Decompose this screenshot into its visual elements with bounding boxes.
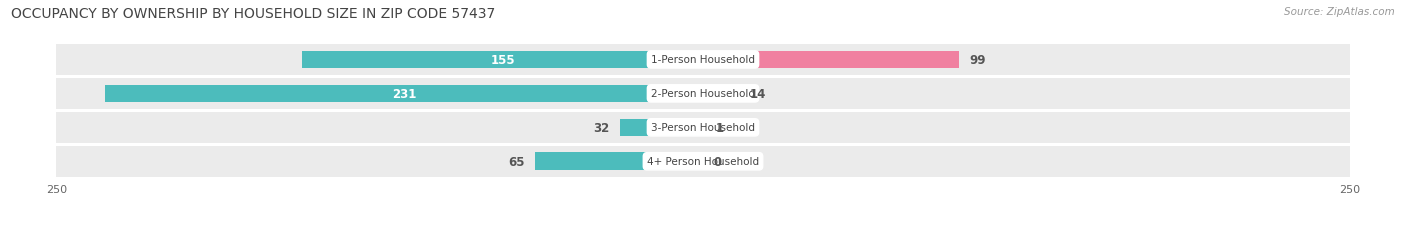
Bar bbox=[56, 146, 1350, 177]
Text: 1: 1 bbox=[716, 121, 724, 134]
Bar bbox=[620, 119, 703, 137]
Bar bbox=[105, 85, 703, 103]
Text: Source: ZipAtlas.com: Source: ZipAtlas.com bbox=[1284, 7, 1395, 17]
Bar bbox=[56, 79, 1350, 109]
Text: 14: 14 bbox=[749, 88, 766, 100]
Text: 4+ Person Household: 4+ Person Household bbox=[647, 157, 759, 167]
Text: 3-Person Household: 3-Person Household bbox=[651, 123, 755, 133]
Text: 0: 0 bbox=[713, 155, 721, 168]
Text: 2-Person Household: 2-Person Household bbox=[651, 89, 755, 99]
Bar bbox=[703, 85, 740, 103]
Bar bbox=[534, 153, 703, 170]
Bar bbox=[703, 119, 706, 137]
Bar bbox=[56, 45, 1350, 76]
Text: OCCUPANCY BY OWNERSHIP BY HOUSEHOLD SIZE IN ZIP CODE 57437: OCCUPANCY BY OWNERSHIP BY HOUSEHOLD SIZE… bbox=[11, 7, 495, 21]
Text: 1-Person Household: 1-Person Household bbox=[651, 55, 755, 65]
Bar bbox=[56, 112, 1350, 143]
Text: 32: 32 bbox=[593, 121, 610, 134]
Bar bbox=[703, 51, 959, 69]
Text: 99: 99 bbox=[970, 54, 986, 67]
Text: 231: 231 bbox=[392, 88, 416, 100]
Bar bbox=[302, 51, 703, 69]
Text: 155: 155 bbox=[491, 54, 515, 67]
Text: 65: 65 bbox=[508, 155, 524, 168]
